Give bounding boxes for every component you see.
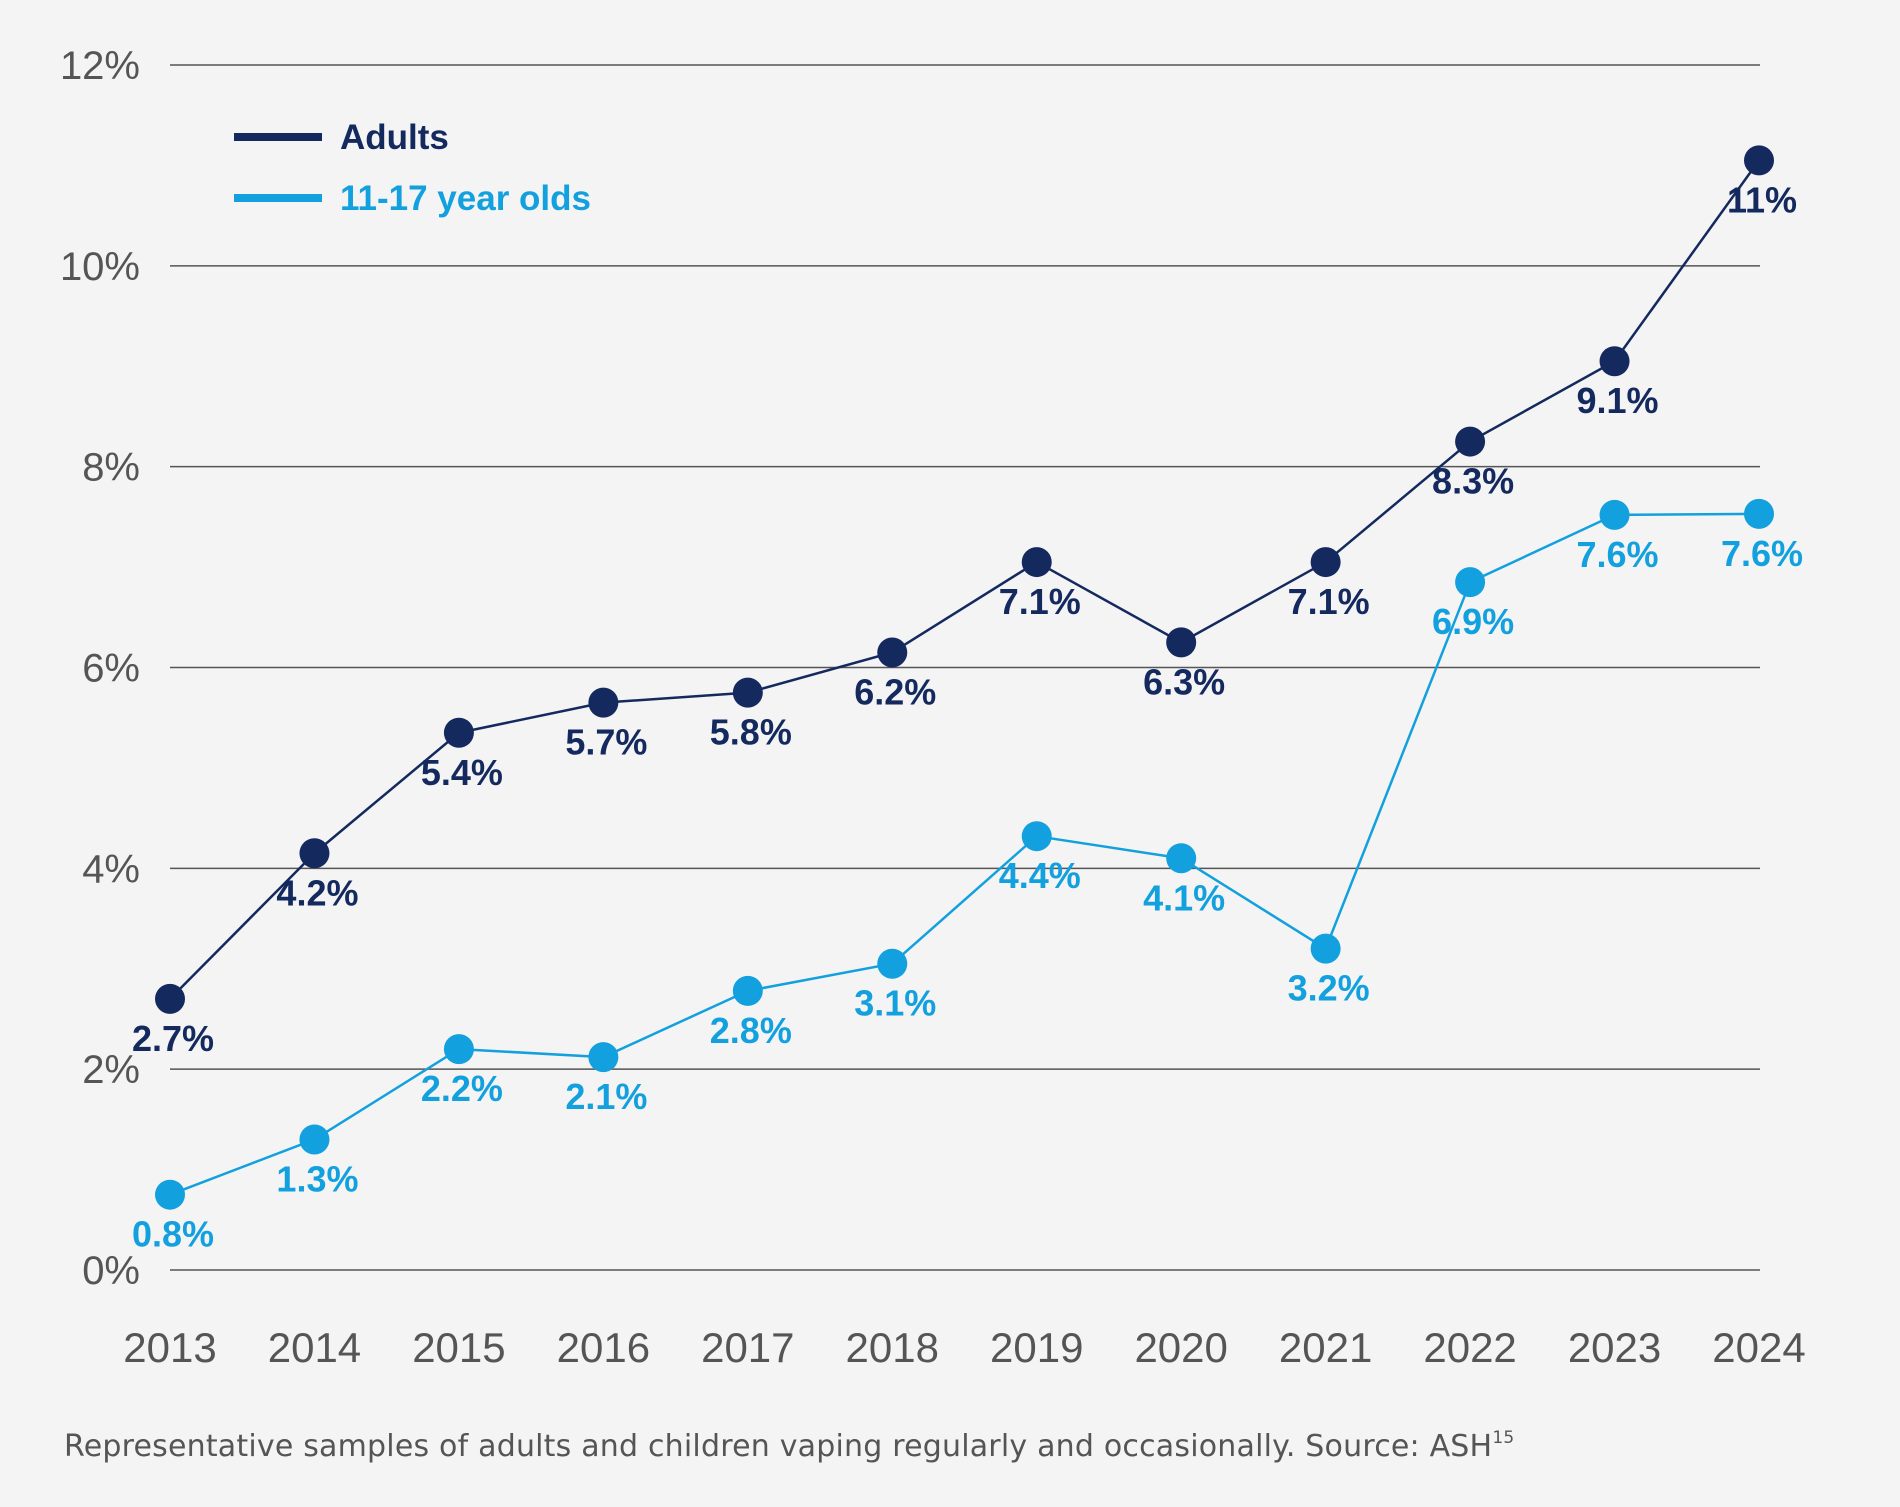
data-point: [1599, 499, 1630, 530]
x-tick-label: 2019: [990, 1324, 1083, 1371]
data-label: 6.2%: [854, 671, 936, 712]
gridlines: [170, 64, 1760, 1271]
data-label: 2.1%: [565, 1076, 647, 1117]
x-axis-ticks: 2013 2014 2015 2016 2017 2018 2019 2020 2021 2022…: [123, 1324, 1805, 1371]
data-label: 1.3%: [276, 1158, 358, 1199]
y-tick-label: 6%: [82, 647, 140, 691]
data-label: 5.8%: [710, 712, 792, 753]
y-tick-label: 8%: [82, 446, 140, 490]
x-tick-label: 2015: [412, 1324, 505, 1371]
data-point: [1021, 821, 1052, 852]
x-tick-label: 2022: [1423, 1324, 1516, 1371]
data-label: 9.1%: [1577, 380, 1659, 421]
y-tick-label: 4%: [82, 847, 140, 891]
x-tick-label: 2020: [1134, 1324, 1227, 1371]
y-tick-label: 0%: [82, 1249, 140, 1293]
data-point: [588, 1042, 619, 1073]
data-label: 11%: [1727, 179, 1797, 220]
legend-label: 11-17 year olds: [340, 179, 591, 218]
data-label: 6.3%: [1143, 661, 1225, 702]
data-label: 4.2%: [276, 872, 358, 913]
chart-caption: Representative samples of adults and chi…: [64, 1428, 1514, 1464]
data-point: [1021, 547, 1052, 578]
data-label: 7.6%: [1577, 534, 1659, 575]
x-tick-label: 2013: [123, 1324, 216, 1371]
data-label: 6.9%: [1432, 601, 1514, 642]
data-point: [299, 1124, 330, 1155]
data-point: [1455, 567, 1486, 598]
data-point: [155, 983, 185, 1014]
x-tick-label: 2017: [701, 1324, 794, 1371]
data-label: 3.2%: [1288, 968, 1370, 1009]
data-point: [443, 1034, 474, 1065]
data-label: 2.2%: [421, 1068, 503, 1109]
data-point: [155, 1179, 185, 1210]
data-point: [1455, 426, 1486, 457]
data-label: 5.7%: [565, 722, 647, 763]
y-axis-ticks: 0% 2% 4% 6% 8% 10% 12%: [60, 44, 140, 1293]
data-label: 7.1%: [999, 581, 1081, 622]
series-line: [169, 159, 1761, 1000]
data-point: [1310, 933, 1341, 964]
data-point: [732, 975, 763, 1006]
data-point: [1744, 498, 1774, 529]
data-label: 0.8%: [132, 1214, 214, 1255]
x-tick-label: 2024: [1712, 1324, 1805, 1371]
caption-footnote: 15: [1492, 1428, 1515, 1448]
y-tick-label: 2%: [82, 1048, 140, 1092]
data-label: 8.3%: [1432, 461, 1514, 502]
series-adults: 2.7% 4.2% 5.4% 5.7% 5.8% 6.2% 7.1% 6.3% 7.1% 8.3%…: [132, 145, 1797, 1059]
data-point: [443, 717, 474, 748]
data-label: 4.4%: [999, 855, 1081, 896]
series-line: [169, 512, 1760, 1196]
data-label: 2.8%: [710, 1010, 792, 1051]
y-tick-label: 12%: [60, 44, 140, 88]
series-group: 2.7% 4.2% 5.4% 5.7% 5.8% 6.2% 7.1% 6.3% 7.1% 8.3%…: [132, 145, 1803, 1255]
data-point: [1744, 145, 1774, 176]
data-label: 2.7%: [132, 1018, 214, 1059]
x-tick-label: 2014: [268, 1324, 361, 1371]
data-point: [1599, 346, 1630, 377]
data-point: [732, 677, 763, 708]
series-11-17-year-olds: 0.8% 1.3% 2.2% 2.1% 2.8% 3.1% 4.4% 4.1% 3.2% 6.9%…: [132, 498, 1803, 1255]
data-label: 7.1%: [1288, 581, 1370, 622]
x-tick-label: 2023: [1568, 1324, 1661, 1371]
data-point: [877, 637, 908, 668]
data-point: [1166, 627, 1197, 658]
data-point: [877, 948, 908, 979]
data-point: [299, 838, 330, 869]
legend-label: Adults: [340, 118, 449, 157]
data-point: [588, 687, 619, 718]
x-tick-label: 2021: [1279, 1324, 1372, 1371]
data-label: 3.1%: [854, 983, 936, 1024]
x-tick-label: 2016: [557, 1324, 650, 1371]
data-point: [1166, 843, 1197, 874]
x-tick-label: 2018: [846, 1324, 939, 1371]
data-point: [1310, 547, 1341, 578]
caption-text: Representative samples of adults and chi…: [64, 1429, 1493, 1464]
data-label: 5.4%: [421, 752, 503, 793]
legend: Adults 11-17 year olds: [234, 118, 591, 218]
data-label: 4.1%: [1143, 877, 1225, 918]
data-label: 7.6%: [1721, 533, 1803, 574]
y-tick-label: 10%: [60, 245, 140, 289]
